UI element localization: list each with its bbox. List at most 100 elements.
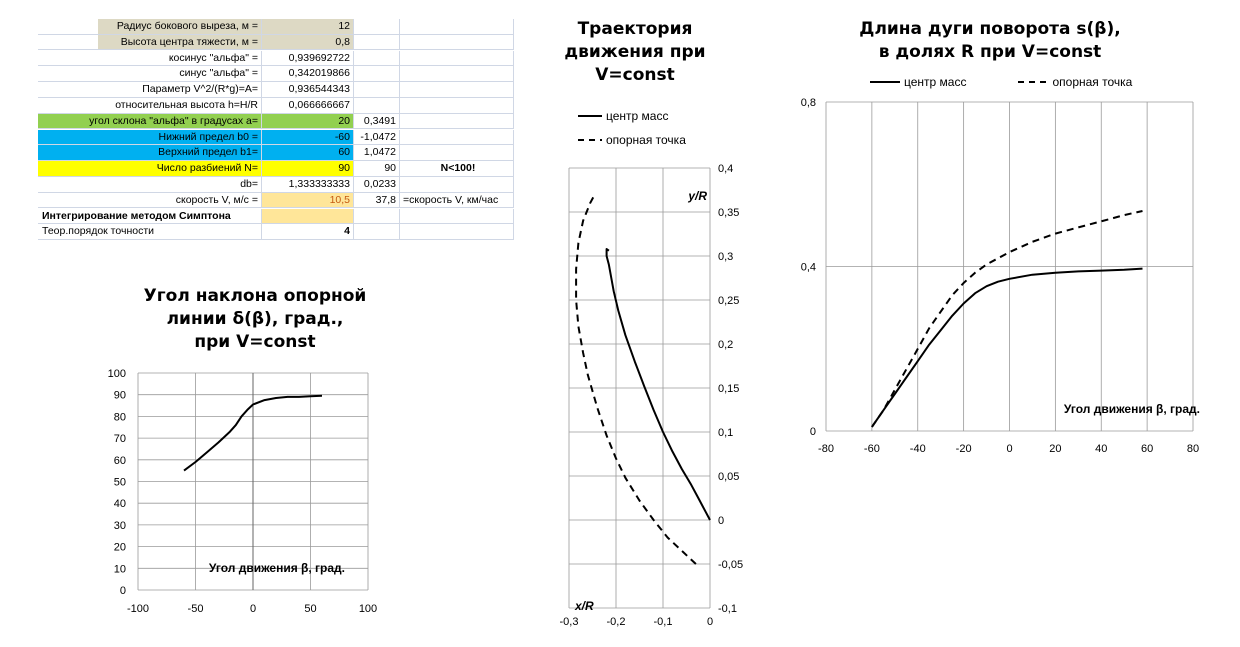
sheet-row[interactable]: скорость V, м/с = 10,5 37,8 =скорость V, км… — [38, 192, 514, 209]
sheet-cell-note[interactable]: =скорость V, км/час — [400, 192, 514, 209]
chart1-title: Угол наклона опорной линии δ(β), град., … — [110, 285, 400, 354]
sheet-cell-value[interactable]: 1,333333333 — [262, 177, 354, 193]
series-line-center-of-mass — [605, 248, 711, 521]
sheet-cell-value-rad[interactable]: 0,0233 — [354, 177, 400, 193]
sheet-cell-note[interactable] — [400, 19, 514, 35]
sheet-cell-note[interactable] — [400, 145, 514, 161]
sheet-cell-label[interactable]: относительная высота h=H/R — [38, 98, 262, 114]
sheet-cell-label[interactable]: Нижний предел b0 = — [38, 129, 262, 146]
sheet-cell-note[interactable]: N<100! — [400, 161, 514, 177]
sheet-row[interactable]: Высота центра тяжести, м = 0,8 — [38, 34, 514, 51]
y-tick-label: -0,1 — [718, 603, 737, 615]
sheet-cell-value[interactable]: 90 — [262, 161, 354, 177]
y-tick-label: 0 — [810, 426, 816, 438]
sheet-cell-value[interactable]: 10,5 — [262, 192, 354, 209]
x-axis-label: Угол движения β, град. — [1064, 402, 1200, 416]
y-tick-label: 0,3 — [718, 251, 733, 263]
sheet-cell-value-rad[interactable]: 0,3491 — [354, 113, 400, 130]
sheet-cell-value-rad[interactable] — [354, 98, 400, 114]
sheet-cell-label[interactable]: Радиус бокового выреза, м = — [38, 19, 262, 35]
chart2-legend-solid-label: центр масс — [606, 109, 669, 123]
y-tick-label: -0,05 — [718, 559, 743, 571]
sheet-cell-value[interactable]: 0,939692722 — [262, 50, 354, 67]
x-axis-label: x/R — [574, 599, 594, 613]
sheet-cell-value[interactable]: 0,342019866 — [262, 66, 354, 82]
sheet-cell-label[interactable]: скорость V, м/с = — [38, 192, 262, 209]
sheet-cell-value-rad[interactable]: 90 — [354, 161, 400, 177]
sheet-row[interactable]: Нижний предел b0 = -60 -1,0472 — [38, 129, 514, 146]
series-line-support-point — [871, 210, 1143, 428]
sheet-cell-label[interactable]: Высота центра тяжести, м = — [38, 34, 262, 51]
x-tick-label: 0 — [707, 616, 713, 628]
series-line-support-point — [575, 193, 697, 565]
sheet-cell-label[interactable]: синус "альфа" = — [38, 66, 262, 82]
sheet-cell-value-rad[interactable] — [354, 19, 400, 35]
sheet-cell-label[interactable]: Верхний предел b1= — [38, 145, 262, 161]
sheet-cell-value-rad[interactable] — [354, 82, 400, 98]
sheet-row[interactable]: косинус "альфа" = 0,939692722 — [38, 50, 514, 67]
y-tick-label: 0 — [718, 515, 724, 527]
y-tick-label: 40 — [114, 498, 126, 510]
sheet-row[interactable]: относительная высота h=H/R 0,066666667 — [38, 98, 514, 114]
sheet-cell-value-rad[interactable] — [354, 224, 400, 240]
y-tick-label: 70 — [114, 433, 126, 445]
sheet-cell-label[interactable]: db= — [38, 177, 262, 193]
sheet-row[interactable]: Интегрирование методом Симптона — [38, 208, 514, 225]
sheet-cell-note[interactable] — [400, 208, 514, 225]
sheet-cell-note[interactable] — [400, 177, 514, 193]
sheet-cell-note[interactable] — [400, 66, 514, 82]
sheet-cell-value-rad[interactable]: -1,0472 — [354, 129, 400, 146]
sheet-cell-note[interactable] — [400, 82, 514, 98]
sheet-cell-value[interactable]: 60 — [262, 145, 354, 161]
sheet-cell-value-rad[interactable] — [354, 34, 400, 51]
x-tick-label: -50 — [188, 603, 204, 615]
sheet-cell-value-rad[interactable] — [354, 50, 400, 67]
sheet-cell-value[interactable]: 4 — [262, 224, 354, 240]
sheet-cell-value[interactable]: -60 — [262, 129, 354, 146]
sheet-cell-value-rad[interactable] — [354, 66, 400, 82]
sheet-cell-value[interactable]: 0,066666667 — [262, 98, 354, 114]
sheet-cell-value-rad[interactable]: 1,0472 — [354, 145, 400, 161]
sheet-cell-label[interactable]: Интегрирование методом Симптона — [38, 208, 262, 225]
sheet-cell-note[interactable] — [400, 113, 514, 130]
sheet-cell-value[interactable]: 20 — [262, 113, 354, 130]
sheet-cell-label[interactable]: Число разбиений N= — [38, 161, 262, 177]
x-tick-label: -40 — [910, 443, 926, 455]
sheet-cell-label[interactable]: Параметр V^2/(R*g)=A= — [38, 82, 262, 98]
sheet-row[interactable]: Радиус бокового выреза, м = 12 — [38, 19, 514, 35]
sheet-cell-note[interactable] — [400, 34, 514, 51]
x-axis-label: Угол движения β, град. — [209, 561, 345, 575]
sheet-cell-value[interactable]: 0,936544343 — [262, 82, 354, 98]
spreadsheet[interactable]: Радиус бокового выреза, м = 12 Высота цент… — [38, 19, 514, 241]
chart3-legend-dashed-label: опорная точка — [1052, 75, 1133, 89]
sheet-row[interactable]: синус "альфа" = 0,342019866 — [38, 66, 514, 82]
sheet-cell-note[interactable] — [400, 98, 514, 114]
y-tick-label: 0,4 — [718, 163, 733, 175]
chart2-legend-dashed: опорная точка — [576, 130, 686, 150]
x-tick-label: -0,2 — [607, 616, 626, 628]
sheet-row[interactable]: Число разбиений N= 90 90 N<100! — [38, 161, 514, 177]
sheet-cell-value[interactable]: 12 — [262, 19, 354, 35]
sheet-row[interactable]: угол склона "альфа" в градусах а= 20 0,349… — [38, 113, 514, 130]
sheet-row[interactable]: Теор.порядок точности 4 — [38, 224, 514, 240]
sheet-row[interactable]: db= 1,333333333 0,0233 — [38, 177, 514, 193]
sheet-cell-value[interactable] — [262, 208, 354, 225]
x-tick-label: -80 — [818, 443, 834, 455]
sheet-cell-note[interactable] — [400, 129, 514, 146]
chart2-legend: центр масс опорная точка — [576, 106, 686, 150]
sheet-cell-label[interactable]: косинус "альфа" = — [38, 50, 262, 67]
sheet-cell-note[interactable] — [400, 224, 514, 240]
sheet-cell-note[interactable] — [400, 50, 514, 67]
x-tick-label: 0 — [250, 603, 256, 615]
sheet-cell-value-rad[interactable] — [354, 208, 400, 225]
sheet-row[interactable]: Параметр V^2/(R*g)=A= 0,936544343 — [38, 82, 514, 98]
y-tick-label: 0,25 — [718, 295, 739, 307]
chart3-legend-dashed: опорная точка — [1016, 75, 1132, 89]
sheet-row[interactable]: Верхний предел b1= 60 1,0472 — [38, 145, 514, 161]
sheet-cell-label[interactable]: угол склона "альфа" в градусах а= — [38, 113, 262, 130]
chart2-title-line1: Траектория — [577, 19, 693, 39]
sheet-cell-value[interactable]: 0,8 — [262, 34, 354, 51]
sheet-cell-value-rad[interactable]: 37,8 — [354, 192, 400, 209]
series-line-center-of-mass — [871, 267, 1143, 428]
sheet-cell-label[interactable]: Теор.порядок точности — [38, 224, 262, 240]
